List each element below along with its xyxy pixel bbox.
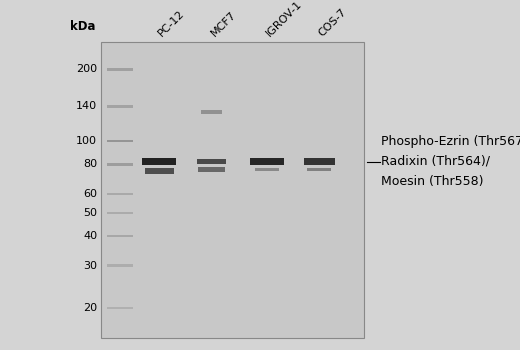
Text: COS-7: COS-7: [317, 7, 348, 38]
Text: 80: 80: [83, 159, 97, 169]
Text: 40: 40: [83, 231, 97, 241]
Text: IGROV-1: IGROV-1: [264, 0, 304, 38]
Text: MCF7: MCF7: [209, 9, 238, 38]
Text: 100: 100: [76, 136, 97, 146]
Text: 30: 30: [83, 261, 97, 271]
Text: kDa: kDa: [70, 20, 95, 33]
Text: 200: 200: [76, 64, 97, 74]
Text: PC-12: PC-12: [157, 8, 187, 38]
Text: Radixin (Thr564)/: Radixin (Thr564)/: [381, 155, 490, 168]
Text: 20: 20: [83, 303, 97, 313]
Text: 50: 50: [83, 208, 97, 218]
Text: Phospho-Ezrin (Thr567)/: Phospho-Ezrin (Thr567)/: [381, 134, 520, 148]
Text: Moesin (Thr558): Moesin (Thr558): [381, 175, 483, 188]
Text: 60: 60: [83, 189, 97, 199]
Text: 140: 140: [76, 101, 97, 111]
